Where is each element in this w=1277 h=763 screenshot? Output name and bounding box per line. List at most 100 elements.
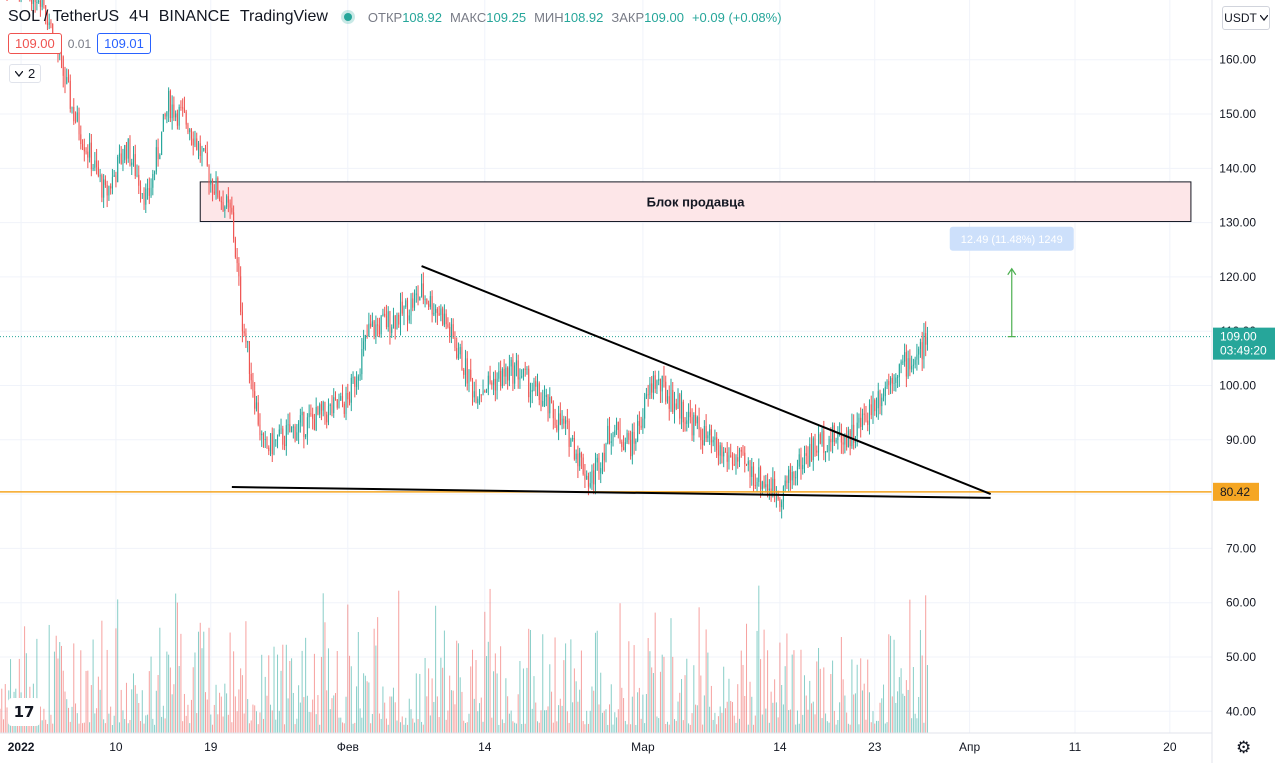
volume-bar: [407, 724, 409, 733]
candle-body: [213, 191, 215, 194]
candle-body: [515, 360, 517, 366]
candle-body: [471, 379, 474, 398]
sell-button[interactable]: 109.00: [8, 33, 62, 54]
candle-body: [681, 401, 683, 419]
candle-body: [517, 360, 519, 380]
candle-body: [266, 439, 268, 448]
volume-bar: [589, 710, 591, 733]
candle-body: [514, 365, 516, 384]
volume-bar: [62, 670, 64, 733]
close-label: ЗАКР: [611, 9, 645, 25]
currency-selector[interactable]: USDT: [1222, 6, 1270, 30]
volume-bar: [786, 633, 788, 733]
volume-bar: [846, 712, 848, 733]
volume-bar: [298, 685, 300, 733]
seller-block-zone[interactable]: Блок продавца: [199, 181, 1192, 223]
candle-body: [554, 418, 556, 426]
candle-body: [895, 377, 897, 383]
volume-bar: [73, 643, 75, 733]
volume-bar: [507, 696, 509, 733]
volume-bar: [524, 723, 526, 733]
candle-body: [535, 381, 537, 387]
drawings[interactable]: 12.49 (11.48%) 1249: [0, 226, 1212, 499]
volume-bar: [705, 629, 707, 733]
candle-body: [185, 111, 187, 125]
candle-body: [349, 399, 351, 403]
volume-bar: [839, 702, 841, 733]
volume-bar: [700, 675, 702, 733]
volume-bar: [487, 641, 489, 733]
candle-body: [628, 433, 630, 440]
candle-body: [754, 484, 756, 487]
volume-bar: [491, 717, 493, 733]
candle-body: [75, 121, 77, 123]
volume-bar: [284, 724, 286, 733]
volume-bar: [3, 719, 5, 733]
volume-bar: [919, 630, 921, 733]
candle-body: [494, 378, 496, 391]
symbol-name[interactable]: SOL / TetherUS: [8, 8, 120, 25]
volume-bar: [538, 722, 540, 733]
low-label: МИН: [534, 9, 564, 25]
candle-body: [598, 457, 600, 474]
volume-bar: [682, 720, 684, 733]
volume-bar: [194, 652, 196, 733]
candle-body: [85, 151, 87, 153]
volume-bar: [774, 679, 776, 733]
candle-body: [519, 377, 521, 380]
volume-bar: [763, 629, 765, 733]
volume-bar: [310, 712, 312, 733]
volume-bar: [301, 650, 303, 733]
candle-body: [219, 197, 221, 202]
indicators-toggle[interactable]: 2: [9, 64, 42, 83]
volume-bar: [271, 710, 273, 733]
candle-body: [637, 421, 639, 441]
buy-button[interactable]: 109.01: [97, 33, 151, 54]
candle-body: [299, 415, 301, 423]
volume-bar: [793, 650, 795, 733]
candle-body: [586, 475, 588, 480]
volume-bar: [796, 710, 798, 733]
volume-bar: [652, 673, 654, 733]
candle-body: [503, 368, 505, 377]
volume-bar: [175, 593, 177, 733]
candle-body: [350, 377, 352, 403]
candle-body: [846, 434, 848, 448]
volume-bar: [319, 724, 321, 733]
volume-bar: [761, 714, 763, 733]
candle-body: [136, 174, 138, 176]
candle-body: [788, 469, 790, 484]
candle-body: [608, 425, 611, 443]
interval-label[interactable]: 4Ч: [129, 8, 149, 25]
platform-label: TradingView: [239, 8, 328, 25]
candle-body: [832, 425, 834, 443]
candle-body: [241, 311, 243, 332]
candle-body: [64, 75, 66, 84]
candle-body: [449, 326, 451, 337]
candle-body: [39, 0, 41, 7]
volume-bar: [169, 667, 171, 733]
candle-body: [851, 424, 853, 447]
volume-bar: [108, 713, 110, 733]
candle-body: [747, 461, 749, 465]
volume-bar: [881, 698, 883, 733]
candle-body: [296, 432, 298, 441]
volume-bar: [357, 632, 359, 733]
volume-bar: [266, 695, 268, 733]
volume-bar: [812, 701, 814, 733]
volume-bar: [709, 706, 711, 733]
volume-bar: [391, 696, 393, 733]
gear-icon[interactable]: ⚙: [1236, 738, 1252, 757]
volume-bar: [823, 667, 825, 733]
candle-body: [870, 404, 872, 416]
volume-bar: [1, 688, 3, 733]
candle-body: [712, 439, 714, 443]
candle-body: [38, 0, 40, 2]
volume-bar: [387, 724, 389, 733]
candle-body: [659, 378, 661, 392]
volume-bar: [199, 622, 201, 733]
candle-body: [728, 455, 730, 462]
tradingview-logo-icon[interactable]: 17: [8, 698, 40, 726]
